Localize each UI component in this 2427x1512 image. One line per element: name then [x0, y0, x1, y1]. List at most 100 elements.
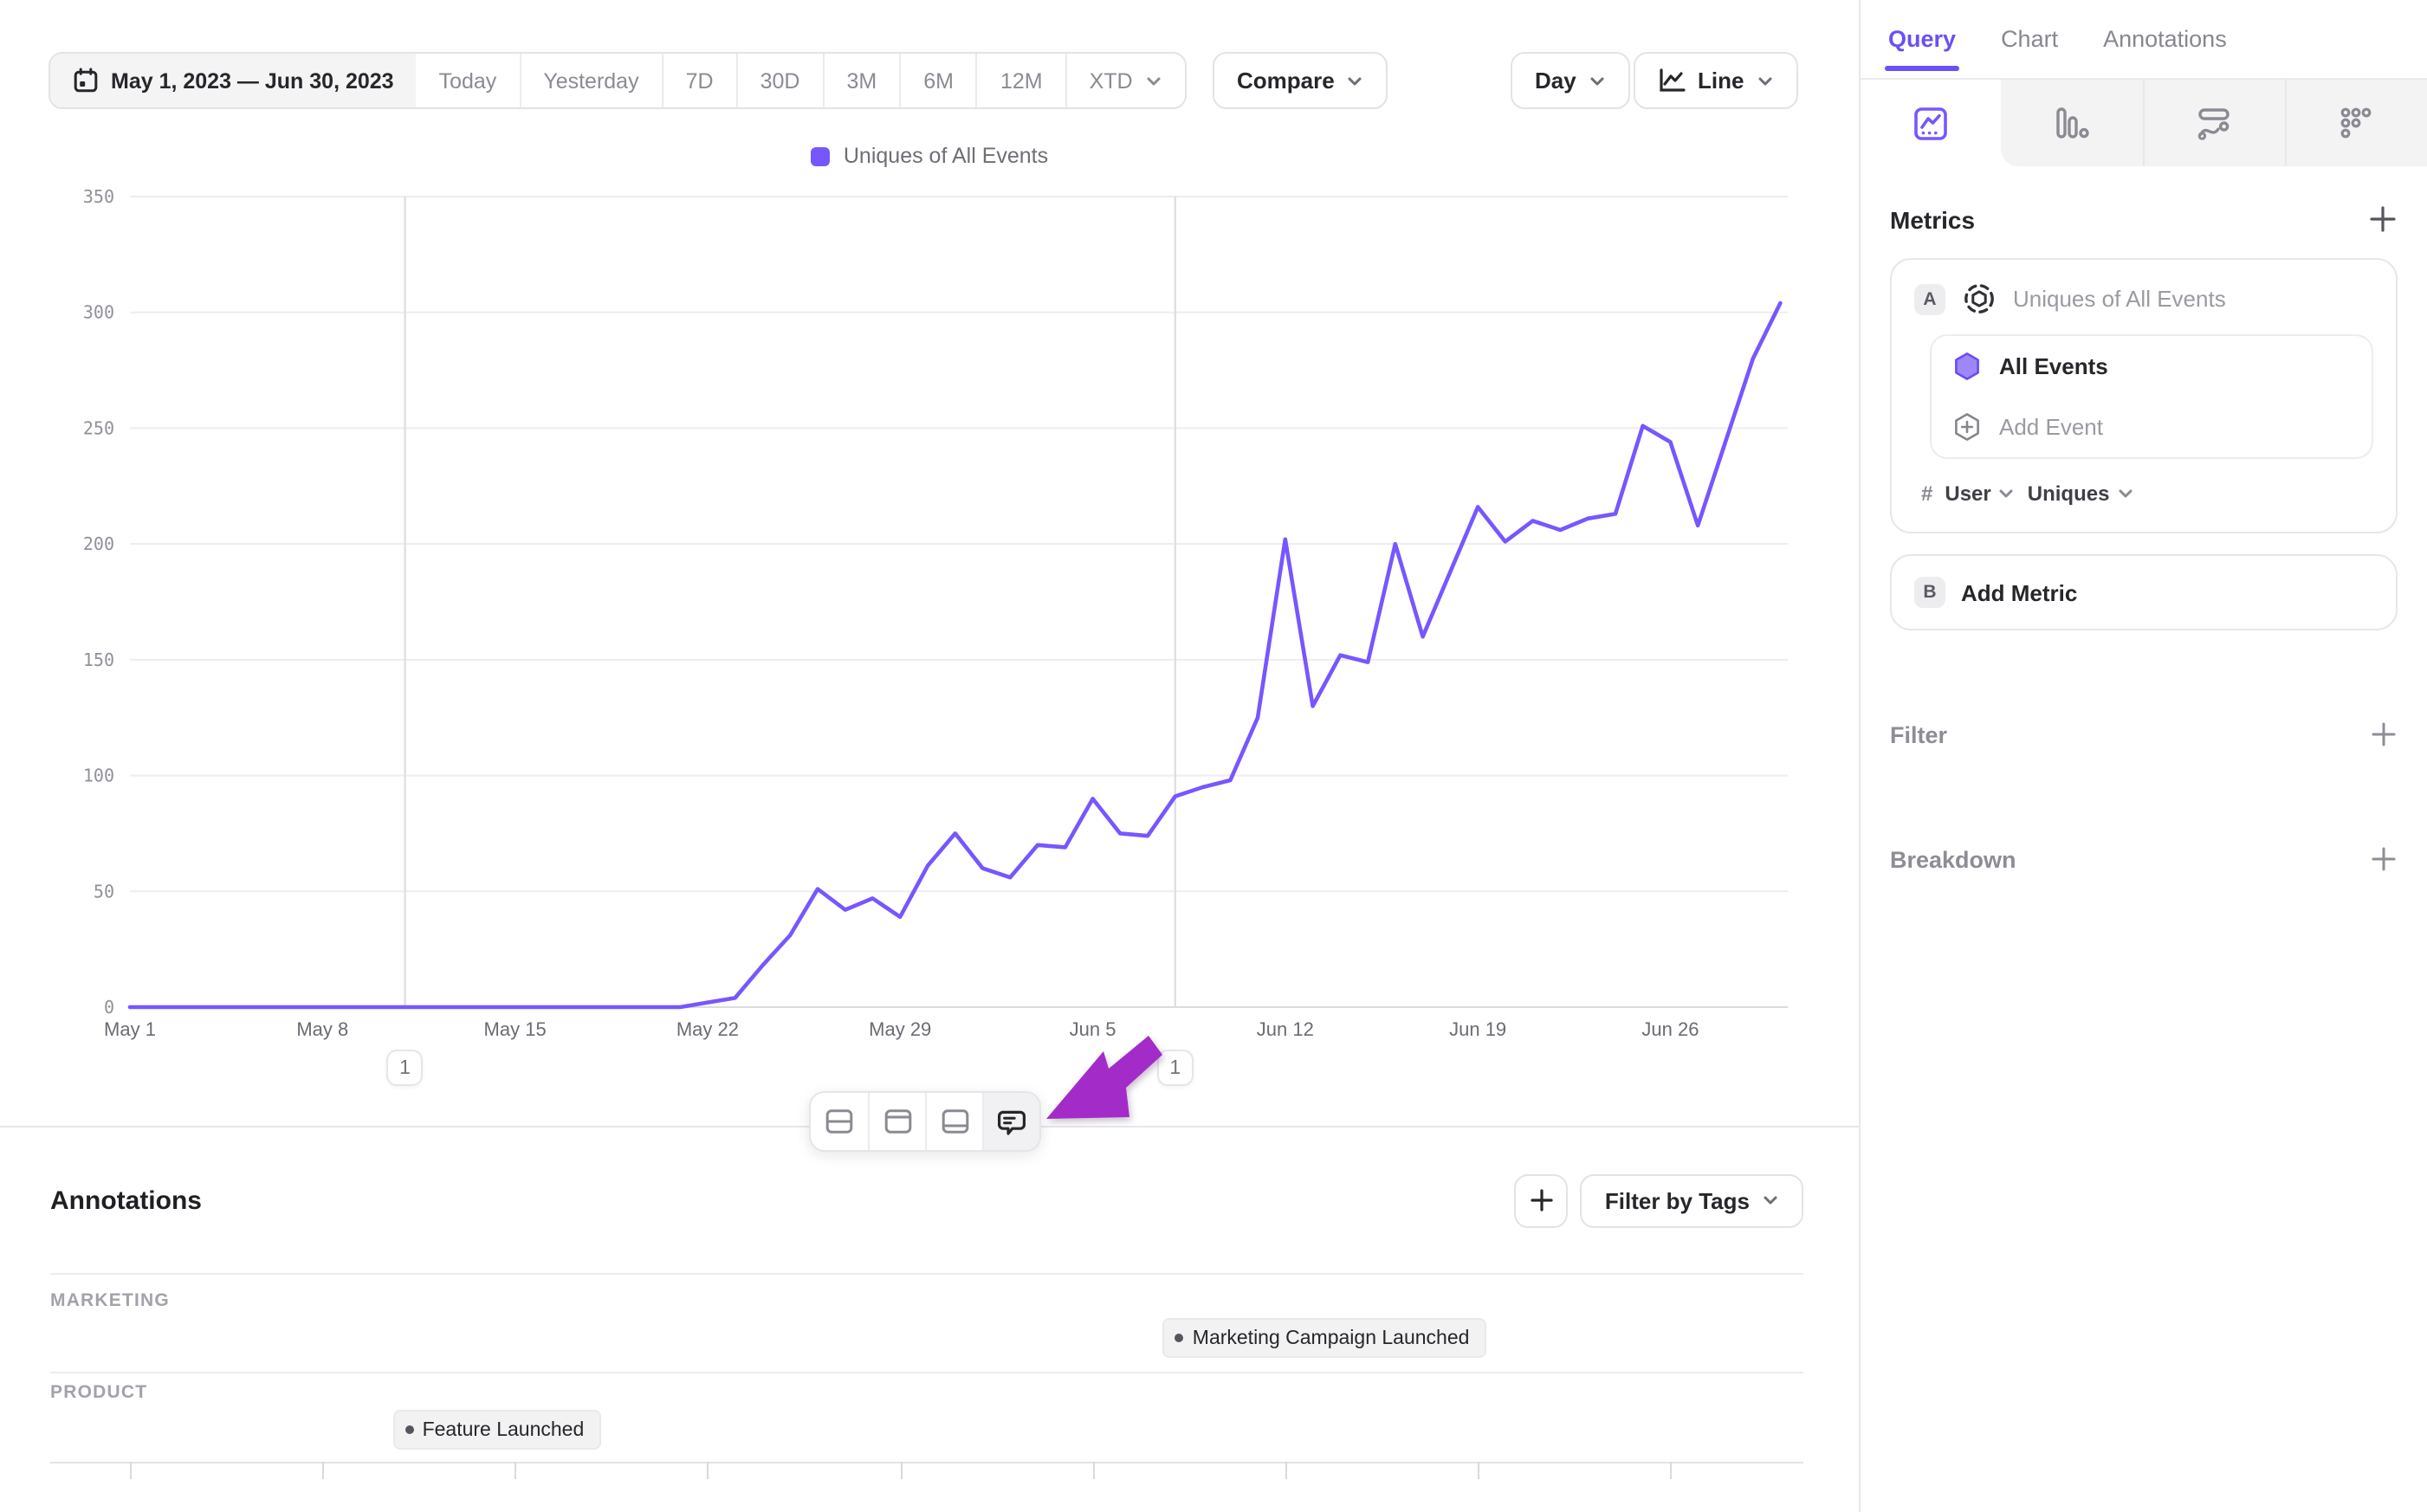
metric-badge: A [1914, 283, 1945, 314]
preset-6m[interactable]: 6M [899, 54, 976, 107]
x-tick-label: Jun 26 [1641, 1018, 1699, 1040]
annotation-count-badge[interactable]: 1 [386, 1050, 424, 1086]
filter-by-tags-label: Filter by Tags [1604, 1187, 1750, 1213]
preset-12m[interactable]: 12M [975, 54, 1065, 107]
layout-bottom-panel-icon[interactable] [925, 1093, 982, 1150]
date-presets: Today Yesterday 7D 30D 3M 6M 12M [416, 54, 1065, 107]
chart-canvas: 0 50 100 150 200 250 300 350 May 1 May 8 May 15 May… [83, 186, 1788, 1040]
add-event-row[interactable]: Add Event [1932, 397, 2372, 457]
y-tick-label: 150 [83, 649, 114, 670]
add-metric-plus-icon[interactable] [2368, 204, 2398, 234]
add-event-label: Add Event [1999, 414, 2103, 440]
query-sidebar: Query Chart Annotations Metrics [1859, 0, 2427, 1512]
line-chart: Uniques of All Events 0 50 100 150 200 250 300… [0, 130, 1859, 1126]
preset-xtd[interactable]: XTD [1065, 54, 1185, 107]
chevron-down-icon [1756, 72, 1773, 89]
annotation-count-badge[interactable]: 1 [1156, 1050, 1194, 1086]
mini-axis-tick [1285, 1462, 1287, 1479]
query-builder: Metrics A Uniques of All Events [1861, 204, 2427, 873]
date-range-group: May 1, 2023 — Jun 30, 2023 Today Yesterda… [49, 52, 1187, 109]
event-list-card: All Events Add Event [1930, 334, 2373, 459]
mini-axis-tick [515, 1462, 517, 1479]
measure-label: Uniques [2027, 481, 2110, 506]
chart-legend[interactable]: Uniques of All Events [0, 140, 1859, 171]
chart-type-label: Line [1698, 68, 1744, 94]
layout-split-horizontal-icon[interactable] [811, 1093, 868, 1150]
mini-axis-tick [322, 1462, 325, 1479]
annotations-header: Annotations Filter by Tags [50, 1171, 1803, 1230]
preset-yesterday[interactable]: Yesterday [519, 54, 662, 107]
y-tick-label: 200 [83, 533, 114, 554]
chevron-down-icon [1998, 485, 2016, 502]
annotation-group-marketing: MARKETING [50, 1290, 170, 1311]
chart-type-button[interactable]: Line [1634, 52, 1798, 109]
preset-30d[interactable]: 30D [735, 54, 823, 107]
preset-3m[interactable]: 3M [822, 54, 900, 107]
granularity-label: Day [1535, 68, 1576, 94]
x-tick-label: May 22 [676, 1018, 739, 1040]
event-label: All Events [1999, 353, 2108, 379]
x-tick-label: Jun 5 [1070, 1018, 1116, 1040]
sidebar-tab-query[interactable]: Query [1884, 0, 1960, 78]
y-tick-label: 350 [83, 186, 114, 207]
mini-axis-tick [707, 1462, 709, 1479]
flow-icon[interactable] [2142, 80, 2285, 166]
sidebar-tab-annotations[interactable]: Annotations [2103, 26, 2227, 52]
visualization-tabs [1861, 80, 2427, 166]
mini-axis-tick [1478, 1462, 1480, 1479]
chart-line-uniques [127, 300, 1783, 1010]
layout-top-panel-icon[interactable] [868, 1093, 925, 1150]
report-main: May 1, 2023 — Jun 30, 2023 Today Yesterda… [0, 52, 1859, 1512]
plus-icon [1530, 1188, 1554, 1212]
metric-title: Uniques of All Events [2013, 286, 2226, 312]
y-tick-label: 50 [94, 881, 114, 901]
metric-card-a: A Uniques of All Events All Events [1890, 258, 2398, 533]
annotation-dot-icon [404, 1425, 414, 1434]
bar-chart-icon[interactable] [2001, 80, 2142, 166]
event-row-all-events[interactable]: All Events [1932, 336, 2372, 397]
annotation-chip-label: Feature Launched [422, 1419, 585, 1440]
y-tick-label: 250 [83, 417, 114, 438]
count-type-icon: # [1921, 481, 1933, 506]
y-tick-label: 100 [83, 766, 114, 786]
filter-by-tags-button[interactable]: Filter by Tags [1580, 1173, 1803, 1227]
mini-axis-tick [900, 1462, 903, 1479]
measure-dropdown[interactable]: Uniques [2028, 481, 2134, 506]
metric-card-b[interactable]: B Add Metric [1890, 554, 2398, 630]
entity-dropdown[interactable]: User [1945, 481, 2015, 506]
granularity-button[interactable]: Day [1511, 52, 1630, 109]
annotations-title: Annotations [50, 1186, 202, 1215]
x-tick-label: May 15 [484, 1018, 547, 1040]
chevron-down-icon [1145, 72, 1162, 89]
entity-label: User [1945, 481, 1991, 506]
add-breakdown-plus-icon[interactable] [2370, 845, 2398, 873]
annotation-chip[interactable]: Feature Launched [392, 1410, 602, 1450]
x-tick-label: Jun 19 [1449, 1018, 1506, 1040]
add-annotation-button[interactable] [1514, 1173, 1569, 1227]
add-filter-plus-icon[interactable] [2370, 720, 2398, 748]
mini-axis-tick [1670, 1462, 1673, 1479]
preset-today[interactable]: Today [416, 54, 520, 107]
annotations-panel: Annotations Filter by Tags MARKETING PRO… [0, 1126, 1859, 1512]
date-range-button[interactable]: May 1, 2023 — Jun 30, 2023 [50, 54, 417, 107]
metrics-title: Metrics [1890, 205, 1976, 233]
layout-toolbar [809, 1091, 1041, 1152]
sidebar-tab-chart[interactable]: Chart [2001, 26, 2059, 52]
sidebar-tabs: Query Chart Annotations [1861, 0, 2427, 80]
x-tick-label: May 29 [869, 1018, 931, 1040]
grid-dots-icon[interactable] [2284, 80, 2427, 166]
y-tick-label: 300 [83, 302, 114, 323]
date-range-label: May 1, 2023 — Jun 30, 2023 [111, 68, 394, 93]
annotation-chip[interactable]: Marketing Campaign Launched [1162, 1318, 1487, 1358]
annotation-comment-icon[interactable] [982, 1093, 1039, 1150]
insights-line-icon[interactable] [1861, 80, 2002, 166]
filter-label: Filter [1890, 721, 1948, 747]
legend-label: Uniques of All Events [843, 144, 1049, 168]
mini-axis-tick [1092, 1462, 1095, 1479]
preset-7d[interactable]: 7D [661, 54, 736, 107]
compare-button[interactable]: Compare [1213, 52, 1388, 109]
line-chart-icon [1658, 68, 1686, 94]
row-divider [50, 1372, 1803, 1373]
row-divider [50, 1273, 1803, 1275]
metric-settings-gear-icon[interactable] [1961, 281, 1997, 317]
